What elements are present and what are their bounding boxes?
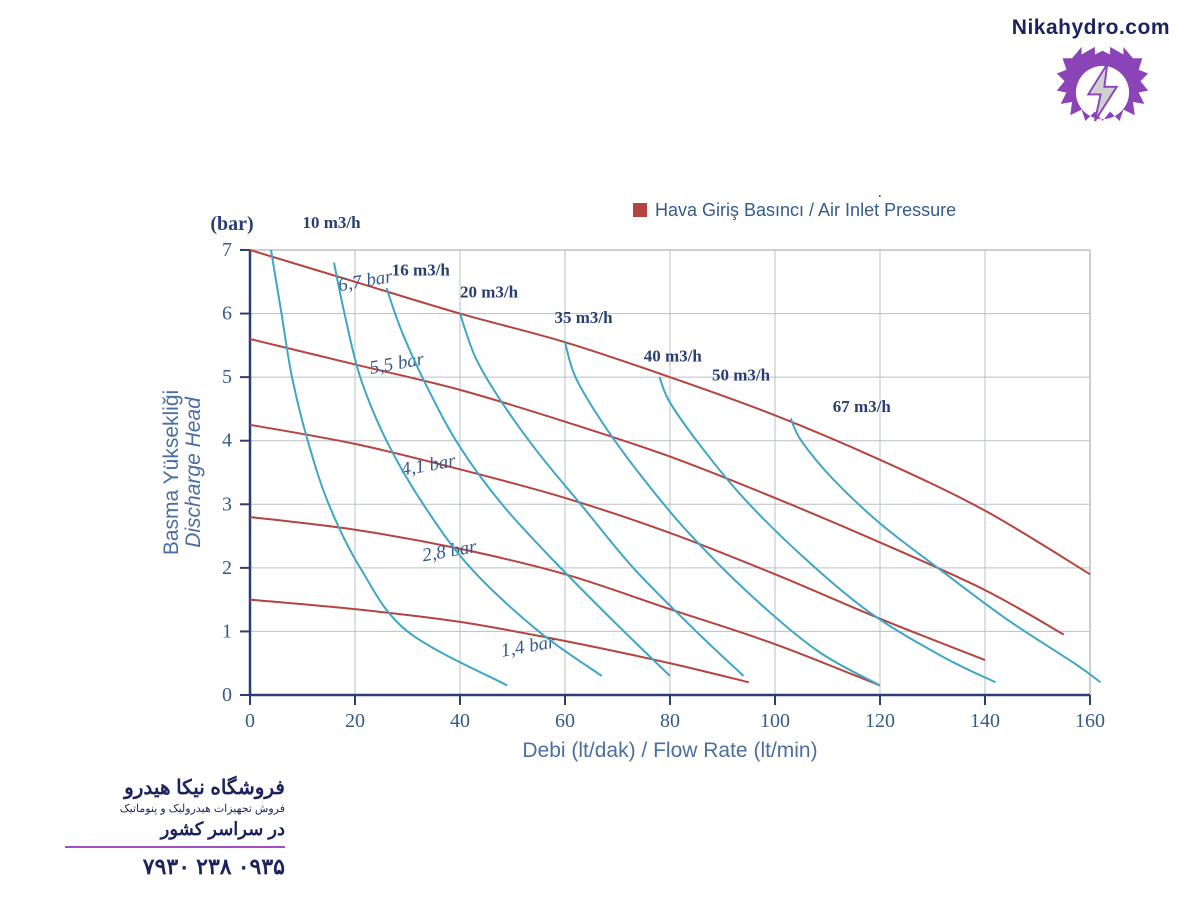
footer-coverage: در سراسر کشور [65, 819, 285, 840]
svg-text:67 m3/h: 67 m3/h [833, 397, 892, 416]
svg-text:40: 40 [450, 710, 470, 732]
svg-text:80: 80 [660, 710, 680, 732]
svg-text:60: 60 [555, 710, 575, 732]
svg-text:120: 120 [865, 710, 895, 732]
svg-text:Hava Giriş Basıncı / Air Inlet: Hava Giriş Basıncı / Air Inlet Pressure [655, 200, 956, 220]
brand-url: Nikahydro.com [1012, 16, 1170, 40]
svg-text:10 m3/h: 10 m3/h [303, 213, 362, 232]
svg-text:Discharge Head: Discharge Head [182, 396, 205, 548]
footer-block: فروشگاه نیکا هیدرو فروش تجهیزات هیدرولیک… [65, 775, 285, 880]
footer-divider [65, 846, 285, 848]
svg-text:20: 20 [345, 710, 365, 732]
footer-phone: ۰۹۳۵ ۲۳۸ ۷۹۳۰ [65, 854, 285, 880]
svg-text:Hava Tüketimi / Air Consumptio: Hava Tüketimi / Air Consumption [655, 195, 917, 197]
svg-text:4,1 bar: 4,1 bar [399, 450, 457, 480]
svg-text:1: 1 [222, 620, 232, 642]
svg-text:4: 4 [222, 430, 232, 452]
svg-text:2: 2 [222, 557, 232, 579]
svg-text:50 m3/h: 50 m3/h [712, 365, 771, 384]
svg-text:100: 100 [760, 710, 790, 732]
svg-text:40 m3/h: 40 m3/h [644, 346, 703, 365]
svg-text:160: 160 [1075, 710, 1105, 732]
brand-logo [1055, 45, 1150, 145]
svg-text:0: 0 [245, 710, 255, 732]
svg-text:(bar): (bar) [210, 213, 253, 235]
svg-text:2,8 bar: 2,8 bar [420, 536, 478, 566]
svg-text:1,4 bar: 1,4 bar [499, 631, 557, 661]
svg-text:20 m3/h: 20 m3/h [460, 283, 519, 302]
svg-text:16 m3/h: 16 m3/h [392, 260, 451, 279]
svg-text:5,5 bar: 5,5 bar [368, 349, 426, 379]
footer-shop-name: فروشگاه نیکا هیدرو [65, 775, 285, 800]
svg-text:6: 6 [222, 303, 232, 325]
svg-text:Debi (lt/dak) / Flow Rate (lt/: Debi (lt/dak) / Flow Rate (lt/min) [522, 739, 817, 762]
svg-text:5: 5 [222, 366, 232, 388]
svg-text:7: 7 [222, 239, 232, 261]
svg-text:0: 0 [222, 684, 232, 706]
svg-text:3: 3 [222, 493, 232, 515]
svg-text:140: 140 [970, 710, 1000, 732]
svg-text:35 m3/h: 35 m3/h [555, 308, 614, 327]
pump-performance-chart: Hava Tüketimi / Air Consumption Hava Giri… [155, 195, 1115, 775]
svg-text:Basma Yüksekliği: Basma Yüksekliği [160, 390, 183, 555]
footer-subtitle: فروش تجهیزات هیدرولیک و پنوماتیک [65, 802, 285, 815]
